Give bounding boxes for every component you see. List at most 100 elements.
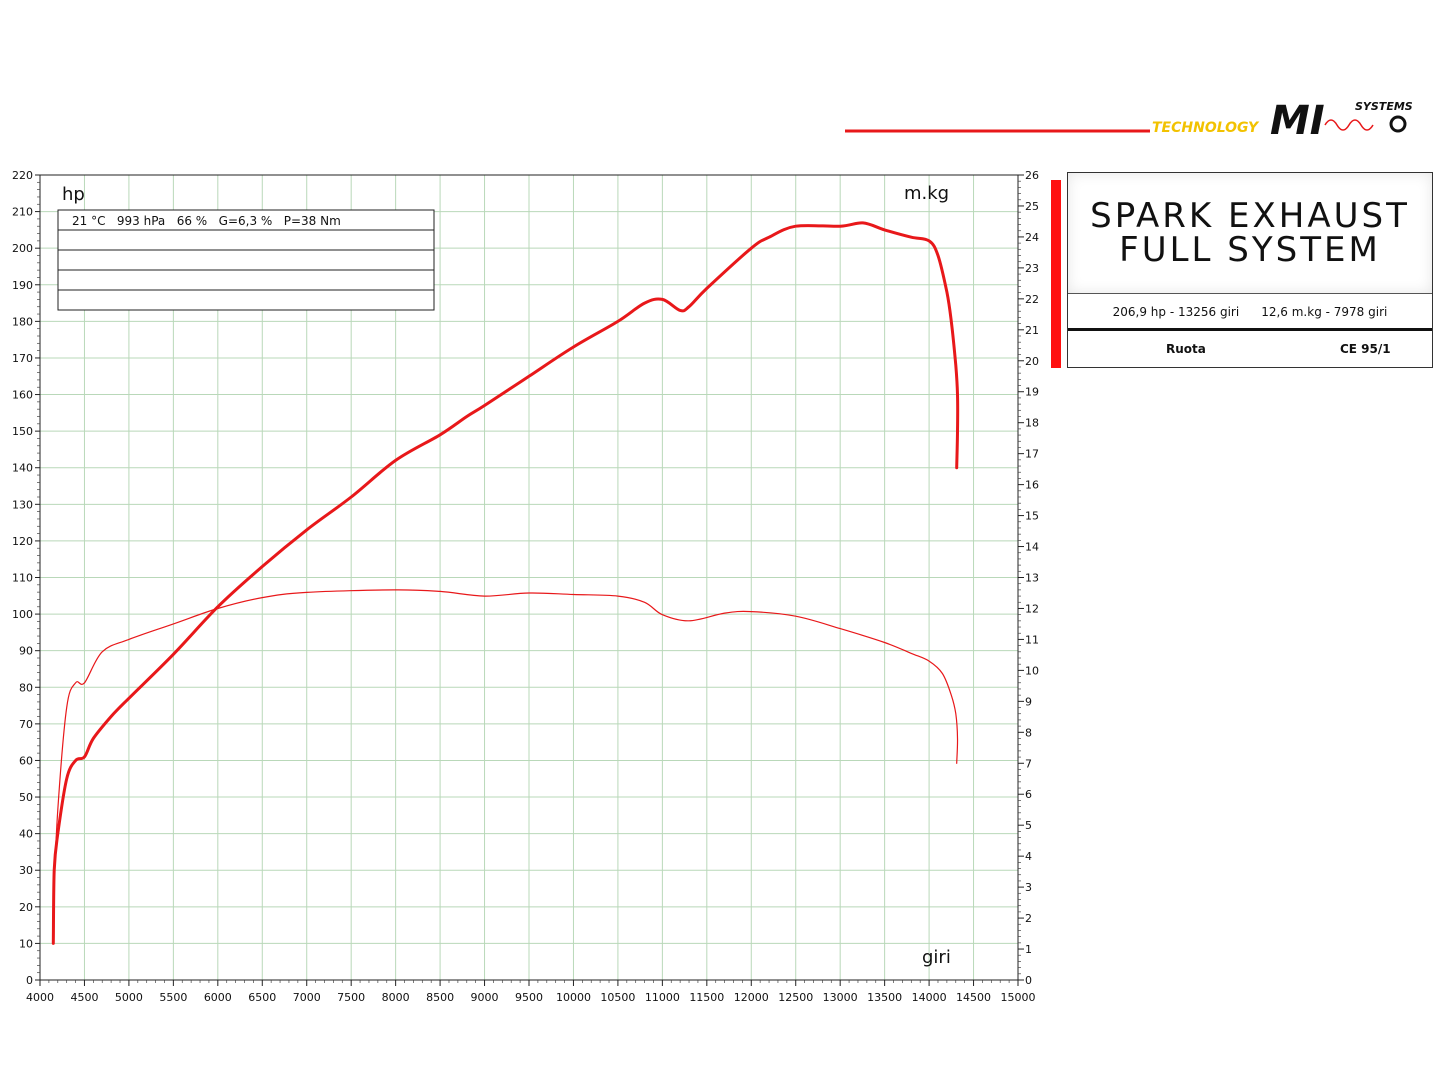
x-tick-label: 10500	[600, 991, 635, 1004]
right-tick-label: 4	[1025, 850, 1032, 863]
left-axis: 0 10 20 30 40 50 60 70 80 90 100 110 120 130 140 150 160…	[12, 169, 40, 987]
title-line-1: SPARK EXHAUST	[1090, 196, 1410, 236]
x-tick-label: 11500	[689, 991, 724, 1004]
x-tick-label: 13500	[867, 991, 902, 1004]
left-tick-label: 130	[12, 498, 33, 511]
right-tick-label: 13	[1025, 572, 1039, 585]
left-tick-label: 160	[12, 389, 33, 402]
right-tick-label: 1	[1025, 943, 1032, 956]
x-tick-label: 11000	[645, 991, 680, 1004]
x-axis: 4000 4500 5000 5500 6000 6500 7000 7500 8000 8500…	[26, 980, 1036, 1004]
logo-systems-text: SYSTEMS	[1355, 100, 1413, 113]
x-tick-label: 7000	[293, 991, 321, 1004]
x-tick-label: 4500	[70, 991, 98, 1004]
right-tick-label: 15	[1025, 510, 1039, 523]
left-tick-label: 90	[19, 645, 33, 658]
logo-wave-icon	[1324, 119, 1374, 131]
standard-label: CE 95/1	[1340, 342, 1391, 356]
right-tick-label: 25	[1025, 200, 1039, 213]
left-tick-label: 20	[19, 901, 33, 914]
right-tick-label: 26	[1025, 169, 1039, 182]
x-tick-label: 5500	[159, 991, 187, 1004]
right-tick-label: 6	[1025, 788, 1032, 801]
x-tick-label: 8000	[382, 991, 410, 1004]
right-tick-label: 14	[1025, 541, 1039, 554]
info-panel: SPARK EXHAUST FULL SYSTEM 206,9 hp - 132…	[1067, 172, 1433, 368]
x-tick-label: 15000	[1001, 991, 1036, 1004]
left-tick-label: 180	[12, 315, 33, 328]
right-tick-label: 9	[1025, 695, 1032, 708]
right-tick-label: 10	[1025, 664, 1039, 677]
right-tick-label: 19	[1025, 386, 1039, 399]
left-tick-label: 220	[12, 169, 33, 182]
left-tick-label: 50	[19, 791, 33, 804]
title-line-2: FULL SYSTEM	[1119, 230, 1381, 270]
left-tick-label: 110	[12, 572, 33, 585]
left-tick-label: 100	[12, 608, 33, 621]
logo: TECHNOLOGY MI SYSTEMS	[845, 98, 1413, 144]
right-axis: 0123456789101112131415161718192021222324…	[1018, 169, 1039, 987]
right-axis-unit: m.kg	[904, 183, 949, 204]
right-tick-label: 22	[1025, 293, 1039, 306]
right-tick-label: 24	[1025, 231, 1039, 244]
left-tick-label: 170	[12, 352, 33, 365]
right-tick-label: 8	[1025, 726, 1032, 739]
title-box: SPARK EXHAUST FULL SYSTEM	[1068, 173, 1432, 293]
x-tick-label: 6500	[248, 991, 276, 1004]
left-tick-label: 10	[19, 937, 33, 950]
torque-curve	[52, 589, 959, 904]
power-peak: 206,9 hp - 13256 giri	[1112, 305, 1240, 319]
right-tick-label: 17	[1025, 448, 1039, 461]
right-tick-label: 18	[1025, 417, 1039, 430]
x-tick-label: 6000	[204, 991, 232, 1004]
left-tick-label: 150	[12, 425, 33, 438]
right-tick-label: 5	[1025, 819, 1032, 832]
right-tick-label: 20	[1025, 355, 1039, 368]
conditions-table: 21 °C 993 hPa 66 % G=6,3 % P=38 Nm	[57, 209, 435, 311]
left-axis-unit: hp	[62, 184, 85, 205]
right-tick-label: 21	[1025, 324, 1039, 337]
summary-row: 206,9 hp - 13256 giri 12,6 m.kg - 7978 g…	[1068, 293, 1432, 330]
left-tick-label: 80	[19, 681, 33, 694]
left-tick-label: 200	[12, 242, 33, 255]
footer-row: Ruota CE 95/1	[1068, 331, 1432, 367]
left-tick-label: 140	[12, 462, 33, 475]
x-tick-label: 9500	[515, 991, 543, 1004]
x-tick-label: 12000	[734, 991, 769, 1004]
x-tick-label: 8500	[426, 991, 454, 1004]
logo-gear-icon	[1389, 115, 1407, 133]
x-tick-label: 14000	[912, 991, 947, 1004]
summary-divider	[1068, 328, 1432, 331]
x-tick-label: 10000	[556, 991, 591, 1004]
right-tick-label: 2	[1025, 912, 1032, 925]
accent-bar	[1051, 180, 1061, 368]
left-tick-label: 30	[19, 864, 33, 877]
right-tick-label: 0	[1025, 974, 1032, 987]
right-tick-label: 12	[1025, 602, 1039, 615]
right-tick-label: 23	[1025, 262, 1039, 275]
left-tick-label: 120	[12, 535, 33, 548]
x-tick-label: 4000	[26, 991, 54, 1004]
x-axis-unit: giri	[922, 947, 951, 968]
logo-mi-text: MI	[1270, 98, 1325, 144]
right-tick-label: 16	[1025, 479, 1039, 492]
conditions-row-1: 21 °C 993 hPa 66 % G=6,3 % P=38 Nm	[72, 214, 341, 228]
left-tick-label: 210	[12, 206, 33, 219]
left-tick-label: 70	[19, 718, 33, 731]
measurement-label: Ruota	[1166, 342, 1206, 356]
conditions-table-frame	[57, 209, 435, 311]
power-curve	[51, 221, 960, 945]
left-tick-label: 60	[19, 754, 33, 767]
x-tick-label: 9000	[471, 991, 499, 1004]
x-tick-label: 13000	[823, 991, 858, 1004]
right-tick-label: 11	[1025, 633, 1039, 646]
x-tick-label: 14500	[956, 991, 991, 1004]
right-tick-label: 7	[1025, 757, 1032, 770]
left-tick-label: 40	[19, 828, 33, 841]
right-tick-label: 3	[1025, 881, 1032, 894]
torque-peak: 12,6 m.kg - 7978 giri	[1261, 305, 1388, 319]
x-tick-label: 7500	[337, 991, 365, 1004]
x-tick-label: 12500	[778, 991, 813, 1004]
left-tick-label: 190	[12, 279, 33, 292]
